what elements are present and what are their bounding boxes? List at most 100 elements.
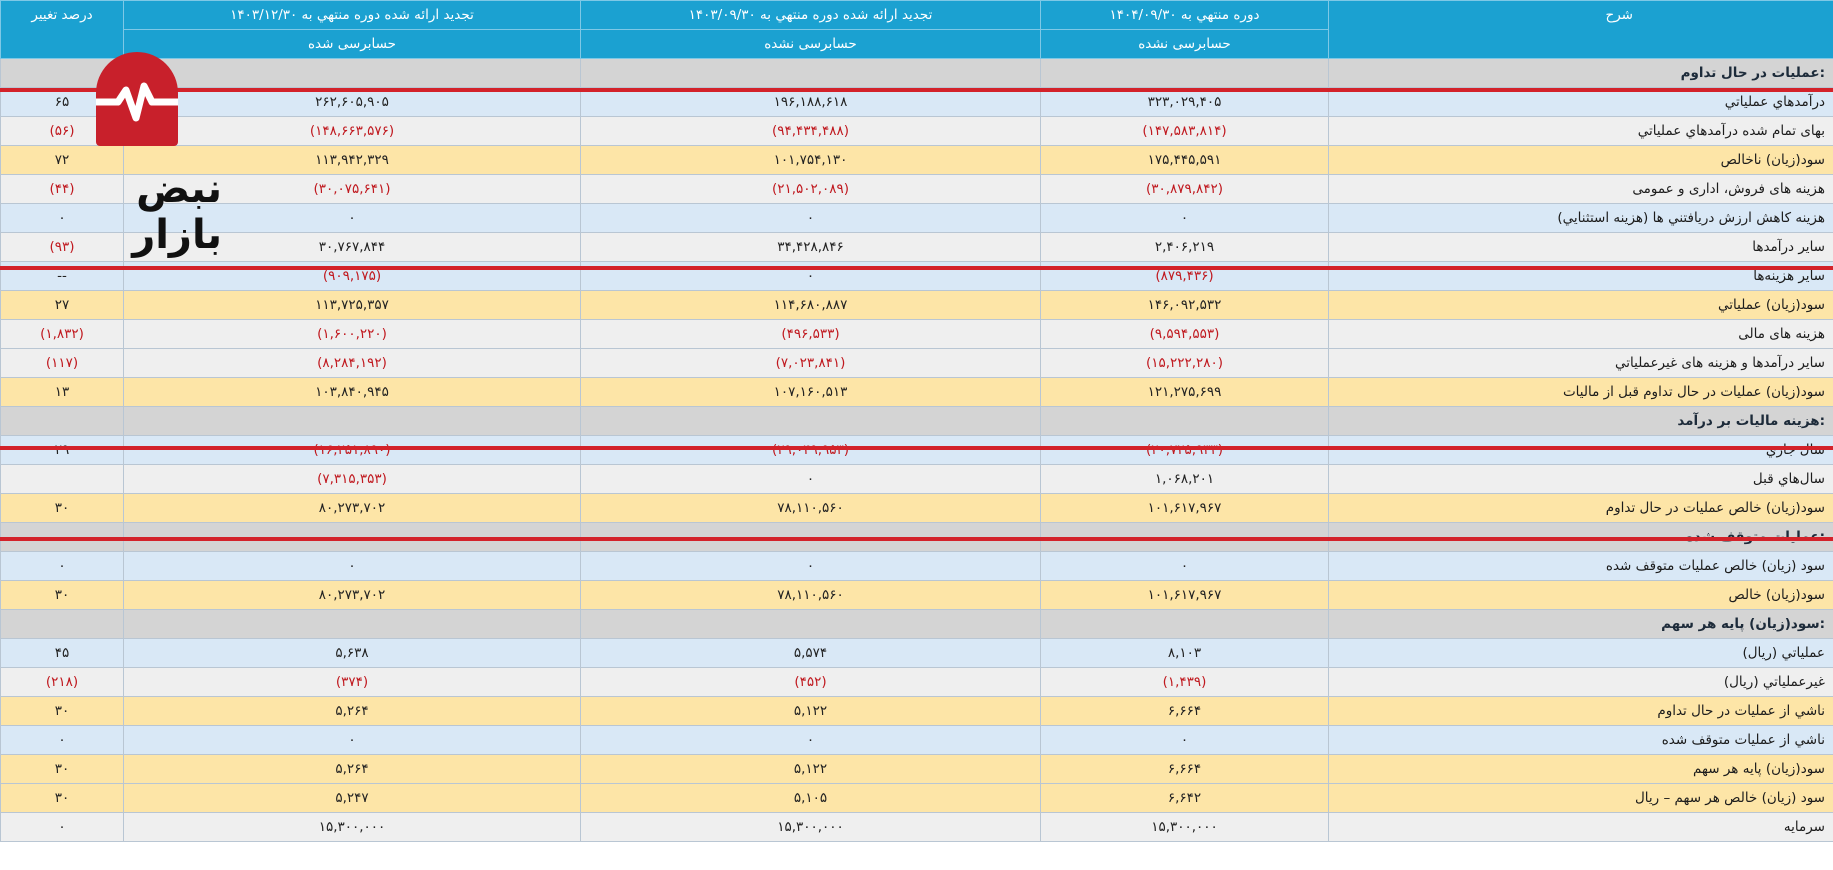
- value-cell-col1: (۱,۴۳۹): [1040, 667, 1329, 697]
- section-header-row: هزينه ماليات بر درآمد:: [0, 406, 1833, 436]
- table-row: (۱۱۷) (۸,۲۸۴,۱۹۲) (۷,۰۲۳,۸۴۱) (۱۵,۲۲۲,۲۸۰) س…: [0, 348, 1833, 378]
- divider-line: [0, 537, 1833, 541]
- pct-change-cell: ۷۲: [0, 145, 124, 175]
- value-cell-col3: [123, 609, 581, 639]
- table-row: (۷,۳۱۵,۳۵۳) ۰ ۱,۰۶۸,۲۰۱ سال‌هاي قبل: [0, 464, 1833, 494]
- value-cell-col1: (۳۰,۸۷۹,۸۴۲): [1040, 174, 1329, 204]
- description-cell: سرمايه: [1328, 812, 1833, 842]
- section-header-row: عمليات در حال تداوم:: [0, 58, 1833, 88]
- value-cell-col3: ۱۵,۳۰۰,۰۰۰: [123, 812, 581, 842]
- pct-change-cell: ۰: [0, 725, 124, 755]
- income-statement-table: درصد تغيير تجديد ارائه شده دوره منتهي به…: [0, 0, 1833, 842]
- table-row: ۲۹ (۱۶,۲۵۱,۸۹۰) (۲۹,۰۴۹,۹۵۳) (۲۰,۷۲۵,۹۳۳) سا…: [0, 435, 1833, 465]
- description-cell: سال‌هاي قبل: [1328, 464, 1833, 494]
- value-cell-col1: ۱,۰۶۸,۲۰۱: [1040, 464, 1329, 494]
- header-row-1: درصد تغيير تجديد ارائه شده دوره منتهي به…: [0, 0, 1833, 59]
- pct-change-cell: [0, 609, 124, 639]
- pct-change-cell: ۳۰: [0, 493, 124, 523]
- value-cell-col3: ۱۱۳,۷۲۵,۳۵۷: [123, 290, 581, 320]
- value-cell-col3: ۵,۲۴۷: [123, 783, 581, 813]
- table-row: ۳۰ ۵,۲۶۴ ۵,۱۲۲ ۶,۶۶۴ ناشي از عمليات در حال ت…: [0, 696, 1833, 726]
- value-cell-col2: ۷۸,۱۱۰,۵۶۰: [580, 580, 1041, 610]
- description-cell: ساير درآمدها: [1328, 232, 1833, 262]
- pct-change-cell: ۳۰: [0, 754, 124, 784]
- table-row: ۳۰ ۵,۲۶۴ ۵,۱۲۲ ۶,۶۶۴ سود(زيان) پايه هر سهم: [0, 754, 1833, 784]
- value-cell-col3: (۳۰,۰۷۵,۶۴۱): [123, 174, 581, 204]
- value-cell-col3: ۸۰,۲۷۳,۷۰۲: [123, 493, 581, 523]
- value-cell-col2: ۰: [580, 551, 1041, 581]
- table-row: ۰ ۰ ۰ ۰ سود (زيان) خالص عمليات متوقف شده: [0, 551, 1833, 581]
- value-cell-col3: (۱۶,۲۵۱,۸۹۰): [123, 435, 581, 465]
- header-col2: تجديد ارائه شده دوره منتهي به ۱۴۰۳/۰۹/۳۰: [580, 0, 1041, 30]
- table-row: ۴۵ ۵,۶۳۸ ۵,۵۷۴ ۸,۱۰۳ عملياتي (ريال): [0, 638, 1833, 668]
- value-cell-col2: ۵,۱۲۲: [580, 696, 1041, 726]
- value-cell-col3: ۵,۲۶۴: [123, 754, 581, 784]
- table-row: ۳۰ ۸۰,۲۷۳,۷۰۲ ۷۸,۱۱۰,۵۶۰ ۱۰۱,۶۱۷,۹۶۷ سود(زيا…: [0, 580, 1833, 610]
- value-cell-col2: (۹۴,۴۳۴,۴۸۸): [580, 116, 1041, 146]
- value-cell-col1: ۰: [1040, 551, 1329, 581]
- value-cell-col3: [123, 58, 581, 88]
- value-cell-col3: ۱۰۳,۸۴۰,۹۴۵: [123, 377, 581, 407]
- statement-body: عمليات در حال تداوم: ۶۵ ۲۶۲,۶۰۵,۹۰۵ ۱۹۶,۱۸۸…: [0, 58, 1833, 842]
- value-cell-col3: ۰: [123, 725, 581, 755]
- value-cell-col2: (۴۹۶,۵۳۳): [580, 319, 1041, 349]
- brand-logo: نبض بازار: [72, 48, 222, 258]
- value-cell-col3: (۸,۲۸۴,۱۹۲): [123, 348, 581, 378]
- header-col1-audit: حسابرسی نشده: [1040, 29, 1329, 59]
- description-cell: غيرعملياتي (ريال): [1328, 667, 1833, 697]
- header-row-2: حسابرسی شده حسابرسی نشده حسابرسی نشده: [1, 29, 1833, 59]
- description-cell: ناشي از عمليات متوقف شده: [1328, 725, 1833, 755]
- value-cell-col1: ۶,۶۶۴: [1040, 754, 1329, 784]
- value-cell-col1: ۱۲۱,۲۷۵,۶۹۹: [1040, 377, 1329, 407]
- pct-change-cell: ۳۰: [0, 783, 124, 813]
- header-col1: دوره منتهي به ۱۴۰۴/۰۹/۳۰: [1040, 0, 1329, 30]
- value-cell-col2: ۳۴,۴۲۸,۸۴۶: [580, 232, 1041, 262]
- value-cell-col1: ۲,۴۰۶,۲۱۹: [1040, 232, 1329, 262]
- pct-change-cell: (۴۴): [0, 174, 124, 204]
- header-description: شرح: [1328, 0, 1833, 59]
- value-cell-col1: ۱۷۵,۴۴۵,۵۹۱: [1040, 145, 1329, 175]
- value-cell-col2: ۰: [580, 725, 1041, 755]
- table-row: ۰ ۱۵,۳۰۰,۰۰۰ ۱۵,۳۰۰,۰۰۰ ۱۵,۳۰۰,۰۰۰ سرمايه: [0, 812, 1833, 842]
- table-row: (۱,۸۳۲) (۱,۶۰۰,۲۲۰) (۴۹۶,۵۳۳) (۹,۵۹۴,۵۵۳) هز…: [0, 319, 1833, 349]
- table-row: ۶۵ ۲۶۲,۶۰۵,۹۰۵ ۱۹۶,۱۸۸,۶۱۸ ۳۲۳,۰۲۹,۴۰۵ درآمد…: [0, 87, 1833, 117]
- value-cell-col1: ۱۵,۳۰۰,۰۰۰: [1040, 812, 1329, 842]
- value-cell-col2: (۴۵۲): [580, 667, 1041, 697]
- table-row: ۰ ۰ ۰ ۰ هزينه کاهش ارزش دريافتني ها (هزينه ا…: [0, 203, 1833, 233]
- pct-change-cell: ۴۵: [0, 638, 124, 668]
- heartbeat-icon: [96, 82, 178, 122]
- pct-change-cell: ۰: [0, 203, 124, 233]
- header-pct-change: درصد تغيير: [0, 0, 124, 59]
- description-cell: هزينه کاهش ارزش دريافتني ها (هزينه استثن…: [1328, 203, 1833, 233]
- table-row: ۳۰ ۵,۲۴۷ ۵,۱۰۵ ۶,۶۴۲ سود (زيان) خالص هر سهم …: [0, 783, 1833, 813]
- value-cell-col3: ۸۰,۲۷۳,۷۰۲: [123, 580, 581, 610]
- value-cell-col2: ۰: [580, 203, 1041, 233]
- table-row: (۹۳) ۳۰,۷۶۷,۸۴۴ ۳۴,۴۲۸,۸۴۶ ۲,۴۰۶,۲۱۹ ساير در…: [0, 232, 1833, 262]
- pct-change-cell: (۲۱۸): [0, 667, 124, 697]
- table-row: (۲۱۸) (۳۷۴) (۴۵۲) (۱,۴۳۹) غيرعملياتي (ريال): [0, 667, 1833, 697]
- pct-change-cell: ۱۳: [0, 377, 124, 407]
- pct-change-cell: ۲۷: [0, 290, 124, 320]
- value-cell-col2: ۰: [580, 464, 1041, 494]
- value-cell-col2: ۱۰۷,۱۶۰,۵۱۳: [580, 377, 1041, 407]
- value-cell-col3: [123, 406, 581, 436]
- value-cell-col1: (۲۰,۷۲۵,۹۳۳): [1040, 435, 1329, 465]
- value-cell-col1: ۸,۱۰۳: [1040, 638, 1329, 668]
- value-cell-col3: (۳۷۴): [123, 667, 581, 697]
- value-cell-col3: ۵,۲۶۴: [123, 696, 581, 726]
- description-cell: سود (زيان) خالص عمليات متوقف شده: [1328, 551, 1833, 581]
- value-cell-col1: ۶,۶۴۲: [1040, 783, 1329, 813]
- pct-change-cell: (۱۱۷): [0, 348, 124, 378]
- table-row: (۴۴) (۳۰,۰۷۵,۶۴۱) (۲۱,۵۰۲,۰۸۹) (۳۰,۸۷۹,۸۴۲)…: [0, 174, 1833, 204]
- divider-line: [0, 266, 1833, 270]
- divider-line: [0, 446, 1833, 450]
- pct-change-cell: (۱,۸۳۲): [0, 319, 124, 349]
- pct-change-cell: ۳۰: [0, 696, 124, 726]
- value-cell-col3: ۲۶۲,۶۰۵,۹۰۵: [123, 87, 581, 117]
- value-cell-col1: ۱۴۶,۰۹۲,۵۳۲: [1040, 290, 1329, 320]
- value-cell-col2: ۱۵,۳۰۰,۰۰۰: [580, 812, 1041, 842]
- value-cell-col3: ۱۱۳,۹۴۲,۳۲۹: [123, 145, 581, 175]
- value-cell-col1: ۱۰۱,۶۱۷,۹۶۷: [1040, 493, 1329, 523]
- pct-change-cell: [0, 406, 124, 436]
